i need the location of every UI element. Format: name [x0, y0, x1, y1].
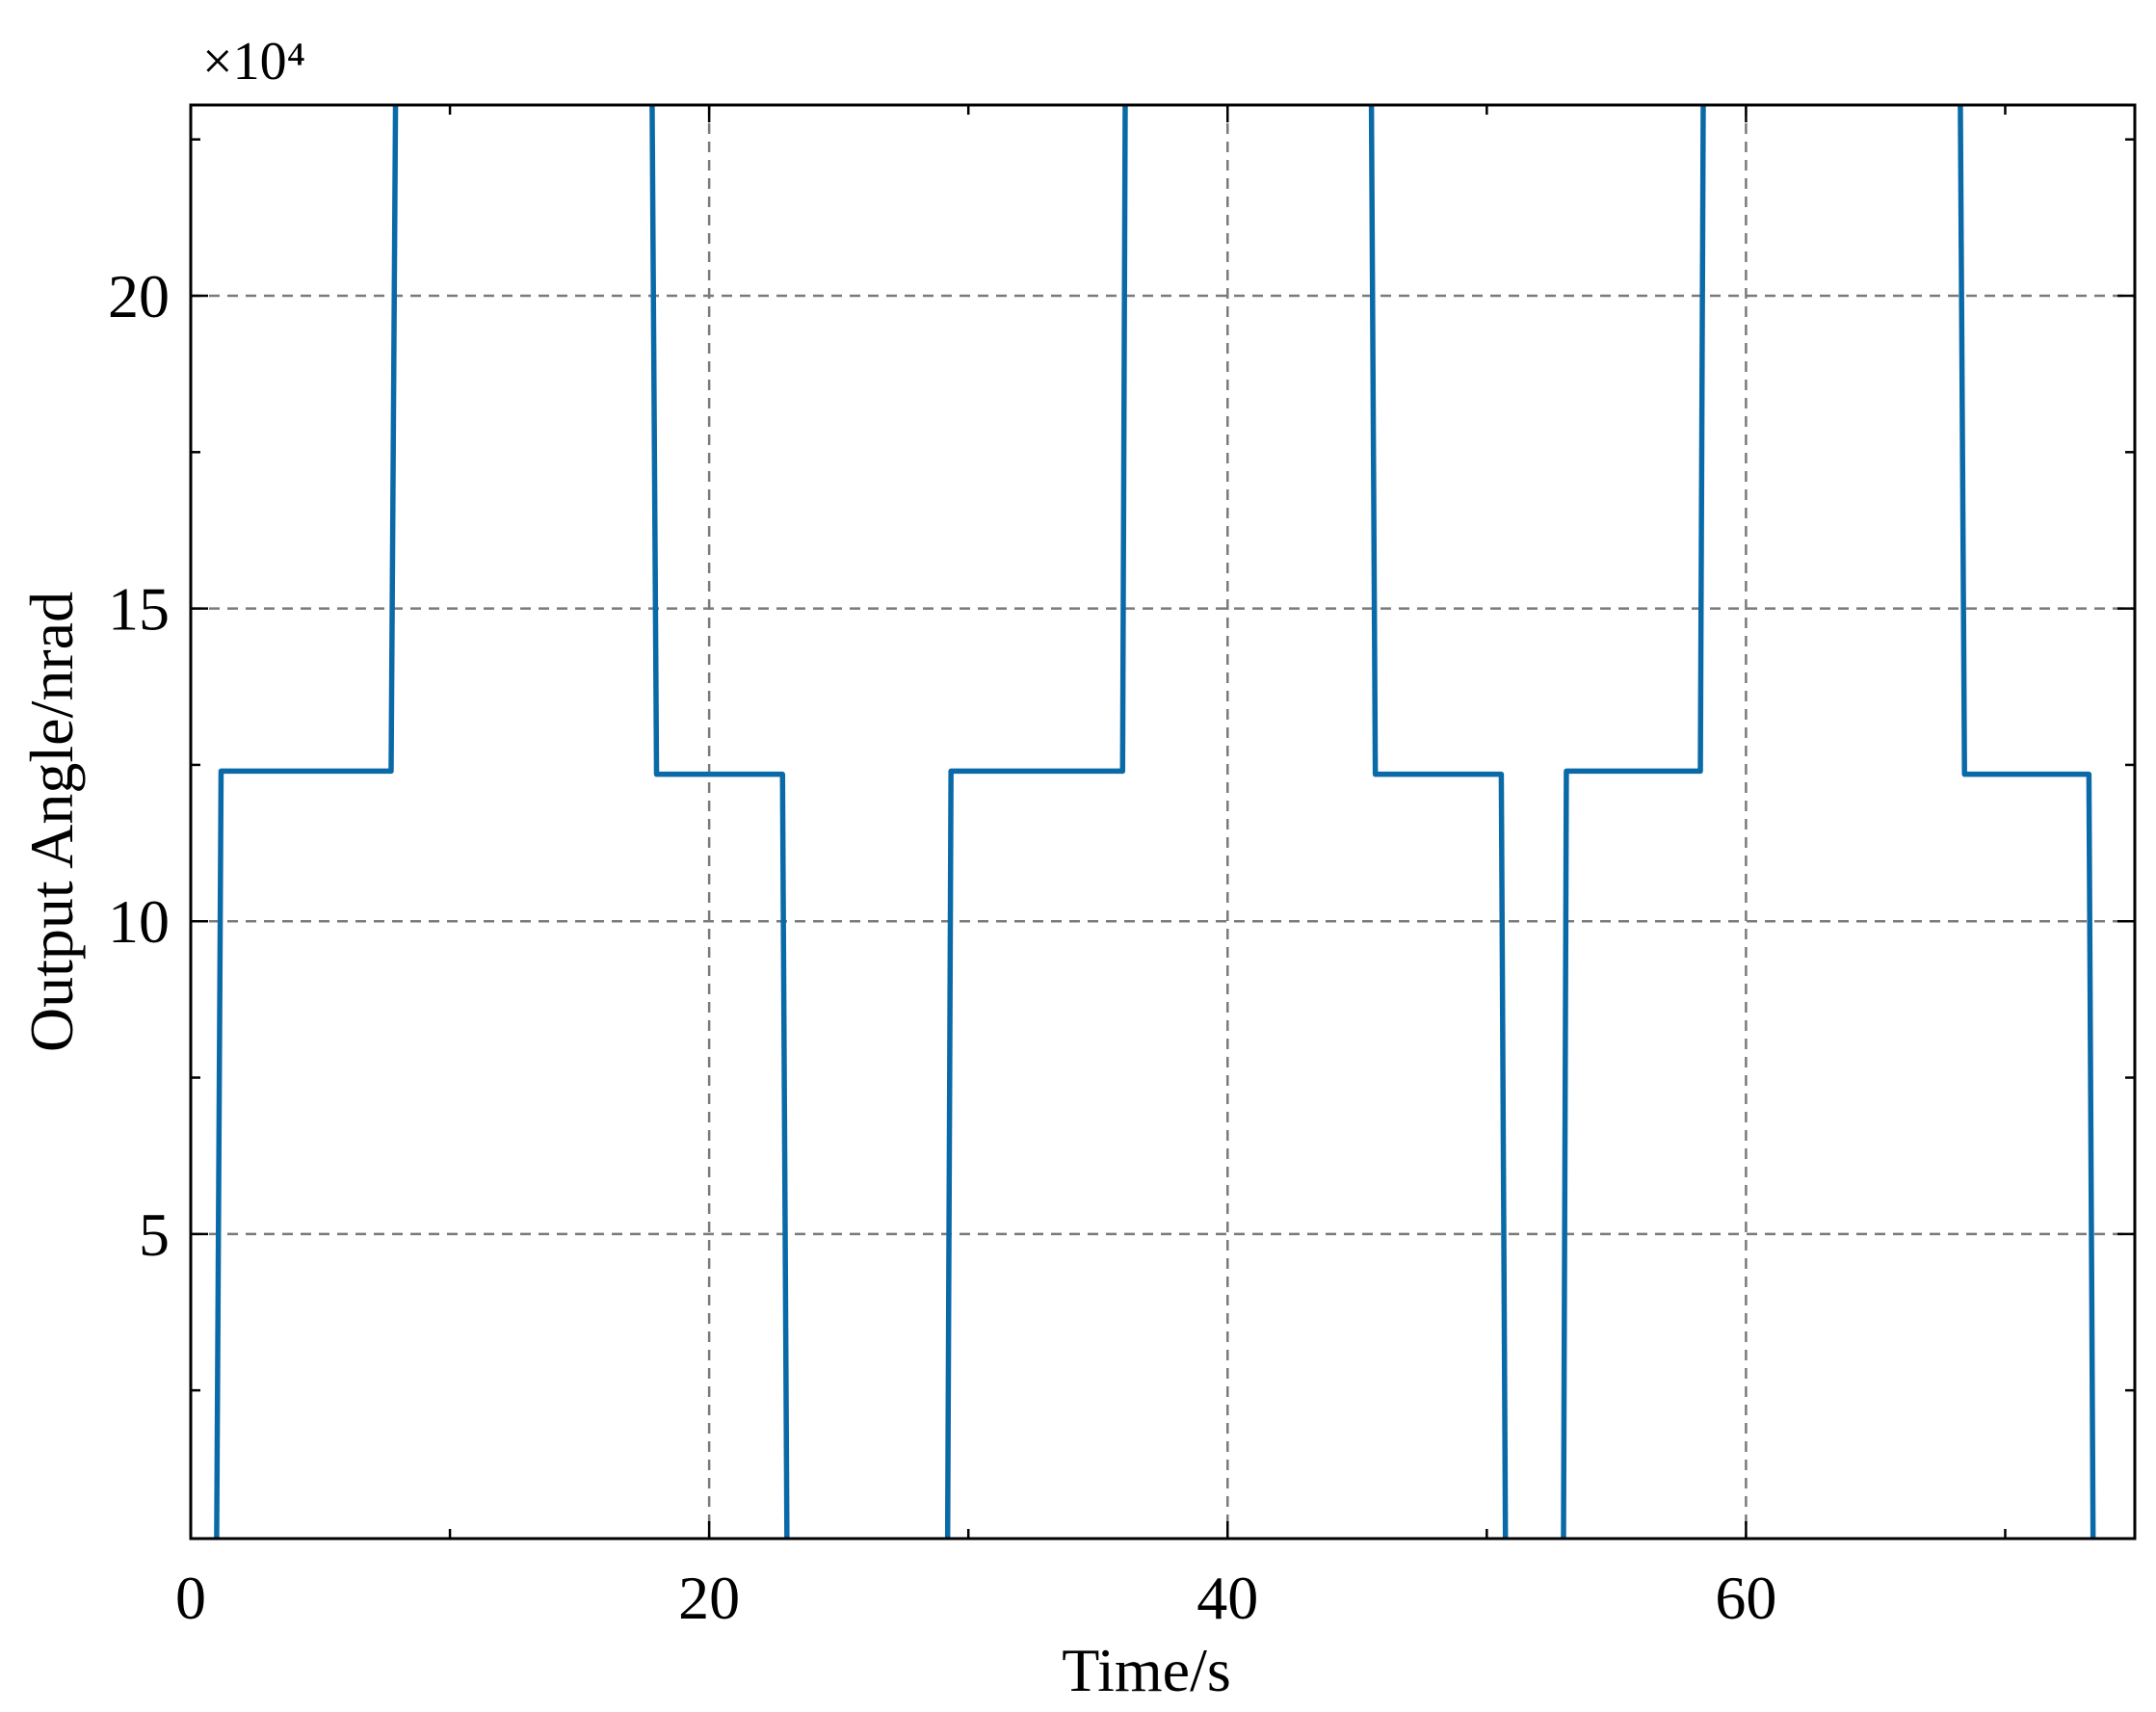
y-axis-label: Output Angle/nrad: [17, 592, 86, 1052]
y-tick-label: 5: [139, 1200, 170, 1269]
y-tick-label: 20: [108, 262, 170, 330]
x-tick-label: 20: [678, 1564, 740, 1632]
x-axis-label: Time/s: [1062, 1636, 1231, 1704]
x-tick-label: 0: [175, 1564, 206, 1632]
x-tick-label: 40: [1196, 1564, 1258, 1632]
y-tick-label: 10: [108, 887, 170, 956]
y-tick-label: 15: [108, 575, 170, 644]
data-line: [214, 104, 2096, 1540]
x-tick-label: 60: [1715, 1564, 1776, 1632]
plot-frame: [189, 103, 2137, 1541]
y-exponent: ×10⁴: [202, 32, 305, 92]
